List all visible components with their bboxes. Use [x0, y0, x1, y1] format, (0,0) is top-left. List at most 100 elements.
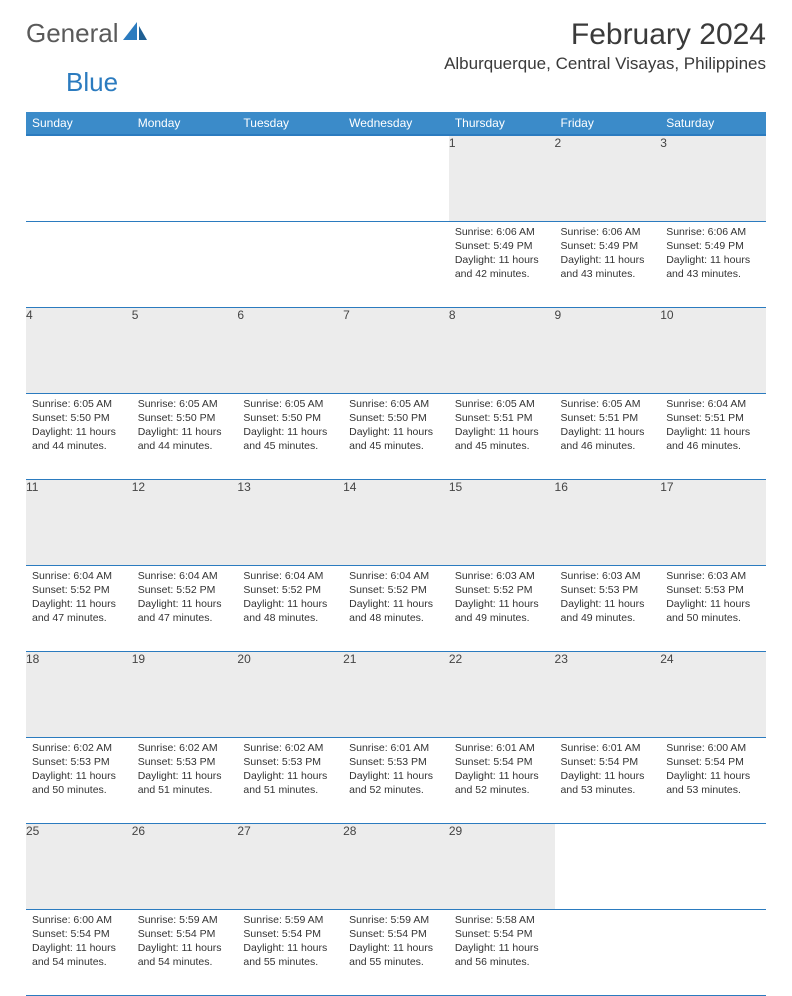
day-cell: Sunrise: 6:05 AMSunset: 5:51 PMDaylight:…: [449, 393, 555, 479]
day-cell: Sunrise: 6:04 AMSunset: 5:52 PMDaylight:…: [132, 565, 238, 651]
day-details: Sunrise: 6:05 AMSunset: 5:50 PMDaylight:…: [237, 394, 343, 460]
day-details: Sunrise: 5:59 AMSunset: 5:54 PMDaylight:…: [132, 910, 238, 976]
weekday-header: Tuesday: [237, 112, 343, 135]
day-details: Sunrise: 6:06 AMSunset: 5:49 PMDaylight:…: [555, 222, 661, 288]
day-cell: Sunrise: 6:05 AMSunset: 5:50 PMDaylight:…: [237, 393, 343, 479]
day-cell: Sunrise: 6:04 AMSunset: 5:52 PMDaylight:…: [237, 565, 343, 651]
day-number-cell: 15: [449, 479, 555, 565]
day-details: Sunrise: 6:00 AMSunset: 5:54 PMDaylight:…: [26, 910, 132, 976]
day-details: Sunrise: 6:04 AMSunset: 5:52 PMDaylight:…: [26, 566, 132, 632]
day-number-cell: 1: [449, 135, 555, 221]
day-cell: Sunrise: 6:06 AMSunset: 5:49 PMDaylight:…: [449, 221, 555, 307]
day-cell: Sunrise: 6:00 AMSunset: 5:54 PMDaylight:…: [26, 909, 132, 995]
weekday-header: Sunday: [26, 112, 132, 135]
day-details: Sunrise: 6:04 AMSunset: 5:52 PMDaylight:…: [132, 566, 238, 632]
day-details: Sunrise: 5:58 AMSunset: 5:54 PMDaylight:…: [449, 910, 555, 976]
day-cell: Sunrise: 6:02 AMSunset: 5:53 PMDaylight:…: [237, 737, 343, 823]
weekday-header: Wednesday: [343, 112, 449, 135]
day-number-cell: 23: [555, 651, 661, 737]
day-cell: Sunrise: 6:05 AMSunset: 5:50 PMDaylight:…: [132, 393, 238, 479]
day-cell: Sunrise: 6:03 AMSunset: 5:53 PMDaylight:…: [555, 565, 661, 651]
day-details: Sunrise: 6:06 AMSunset: 5:49 PMDaylight:…: [449, 222, 555, 288]
day-number-row: 2526272829: [26, 823, 766, 909]
day-number-cell: 22: [449, 651, 555, 737]
day-cell: Sunrise: 6:01 AMSunset: 5:53 PMDaylight:…: [343, 737, 449, 823]
day-details: Sunrise: 6:04 AMSunset: 5:52 PMDaylight:…: [343, 566, 449, 632]
day-cell: Sunrise: 5:59 AMSunset: 5:54 PMDaylight:…: [343, 909, 449, 995]
day-cell: Sunrise: 6:03 AMSunset: 5:52 PMDaylight:…: [449, 565, 555, 651]
day-cell: [660, 909, 766, 995]
day-details: Sunrise: 6:04 AMSunset: 5:52 PMDaylight:…: [237, 566, 343, 632]
day-content-row: Sunrise: 6:05 AMSunset: 5:50 PMDaylight:…: [26, 393, 766, 479]
day-number-cell: 8: [449, 307, 555, 393]
day-details: Sunrise: 6:06 AMSunset: 5:49 PMDaylight:…: [660, 222, 766, 288]
day-details: Sunrise: 6:03 AMSunset: 5:53 PMDaylight:…: [660, 566, 766, 632]
day-cell: Sunrise: 6:04 AMSunset: 5:52 PMDaylight:…: [26, 565, 132, 651]
logo-text-blue: Blue: [66, 67, 118, 97]
day-number-cell: 13: [237, 479, 343, 565]
day-details: Sunrise: 6:01 AMSunset: 5:54 PMDaylight:…: [449, 738, 555, 804]
day-number-cell: [343, 135, 449, 221]
day-number-cell: 16: [555, 479, 661, 565]
day-number-cell: [26, 135, 132, 221]
day-cell: Sunrise: 6:04 AMSunset: 5:51 PMDaylight:…: [660, 393, 766, 479]
day-details: Sunrise: 6:02 AMSunset: 5:53 PMDaylight:…: [132, 738, 238, 804]
day-content-row: Sunrise: 6:00 AMSunset: 5:54 PMDaylight:…: [26, 909, 766, 995]
day-details: Sunrise: 6:03 AMSunset: 5:52 PMDaylight:…: [449, 566, 555, 632]
day-details: Sunrise: 6:05 AMSunset: 5:50 PMDaylight:…: [343, 394, 449, 460]
day-details: Sunrise: 6:00 AMSunset: 5:54 PMDaylight:…: [660, 738, 766, 804]
day-number-cell: [132, 135, 238, 221]
day-number-cell: 27: [237, 823, 343, 909]
weekday-header-row: Sunday Monday Tuesday Wednesday Thursday…: [26, 112, 766, 135]
day-cell: Sunrise: 6:02 AMSunset: 5:53 PMDaylight:…: [132, 737, 238, 823]
day-number-cell: 18: [26, 651, 132, 737]
logo-text-general: General: [26, 18, 119, 49]
day-details: Sunrise: 6:02 AMSunset: 5:53 PMDaylight:…: [237, 738, 343, 804]
day-content-row: Sunrise: 6:06 AMSunset: 5:49 PMDaylight:…: [26, 221, 766, 307]
day-number-cell: 2: [555, 135, 661, 221]
day-number-row: 11121314151617: [26, 479, 766, 565]
day-cell: Sunrise: 6:02 AMSunset: 5:53 PMDaylight:…: [26, 737, 132, 823]
day-cell: Sunrise: 6:01 AMSunset: 5:54 PMDaylight:…: [449, 737, 555, 823]
month-title: February 2024: [444, 18, 766, 52]
day-number-cell: 29: [449, 823, 555, 909]
day-details: Sunrise: 5:59 AMSunset: 5:54 PMDaylight:…: [343, 910, 449, 976]
day-number-cell: 3: [660, 135, 766, 221]
day-details: Sunrise: 6:05 AMSunset: 5:51 PMDaylight:…: [449, 394, 555, 460]
day-number-cell: 19: [132, 651, 238, 737]
day-number-row: 18192021222324: [26, 651, 766, 737]
day-number-cell: 24: [660, 651, 766, 737]
day-cell: [26, 221, 132, 307]
day-cell: Sunrise: 5:58 AMSunset: 5:54 PMDaylight:…: [449, 909, 555, 995]
day-number-cell: 25: [26, 823, 132, 909]
weekday-header: Saturday: [660, 112, 766, 135]
day-details: Sunrise: 6:03 AMSunset: 5:53 PMDaylight:…: [555, 566, 661, 632]
weekday-header: Monday: [132, 112, 238, 135]
weekday-header: Friday: [555, 112, 661, 135]
day-cell: Sunrise: 6:05 AMSunset: 5:50 PMDaylight:…: [26, 393, 132, 479]
day-number-cell: 17: [660, 479, 766, 565]
day-cell: Sunrise: 6:06 AMSunset: 5:49 PMDaylight:…: [660, 221, 766, 307]
day-number-cell: 9: [555, 307, 661, 393]
day-number-cell: 11: [26, 479, 132, 565]
day-cell: [132, 221, 238, 307]
day-details: Sunrise: 6:02 AMSunset: 5:53 PMDaylight:…: [26, 738, 132, 804]
day-cell: Sunrise: 6:00 AMSunset: 5:54 PMDaylight:…: [660, 737, 766, 823]
day-cell: Sunrise: 6:05 AMSunset: 5:50 PMDaylight:…: [343, 393, 449, 479]
day-number-cell: 5: [132, 307, 238, 393]
day-details: Sunrise: 6:05 AMSunset: 5:51 PMDaylight:…: [555, 394, 661, 460]
day-number-cell: 6: [237, 307, 343, 393]
day-number-cell: [660, 823, 766, 909]
location-subtitle: Alburquerque, Central Visayas, Philippin…: [444, 54, 766, 74]
weekday-header: Thursday: [449, 112, 555, 135]
day-number-cell: 7: [343, 307, 449, 393]
day-content-row: Sunrise: 6:04 AMSunset: 5:52 PMDaylight:…: [26, 565, 766, 651]
day-number-cell: 10: [660, 307, 766, 393]
day-number-cell: 20: [237, 651, 343, 737]
day-cell: Sunrise: 6:05 AMSunset: 5:51 PMDaylight:…: [555, 393, 661, 479]
day-cell: [555, 909, 661, 995]
day-details: Sunrise: 5:59 AMSunset: 5:54 PMDaylight:…: [237, 910, 343, 976]
day-number-cell: 21: [343, 651, 449, 737]
day-details: Sunrise: 6:01 AMSunset: 5:54 PMDaylight:…: [555, 738, 661, 804]
day-content-row: Sunrise: 6:02 AMSunset: 5:53 PMDaylight:…: [26, 737, 766, 823]
